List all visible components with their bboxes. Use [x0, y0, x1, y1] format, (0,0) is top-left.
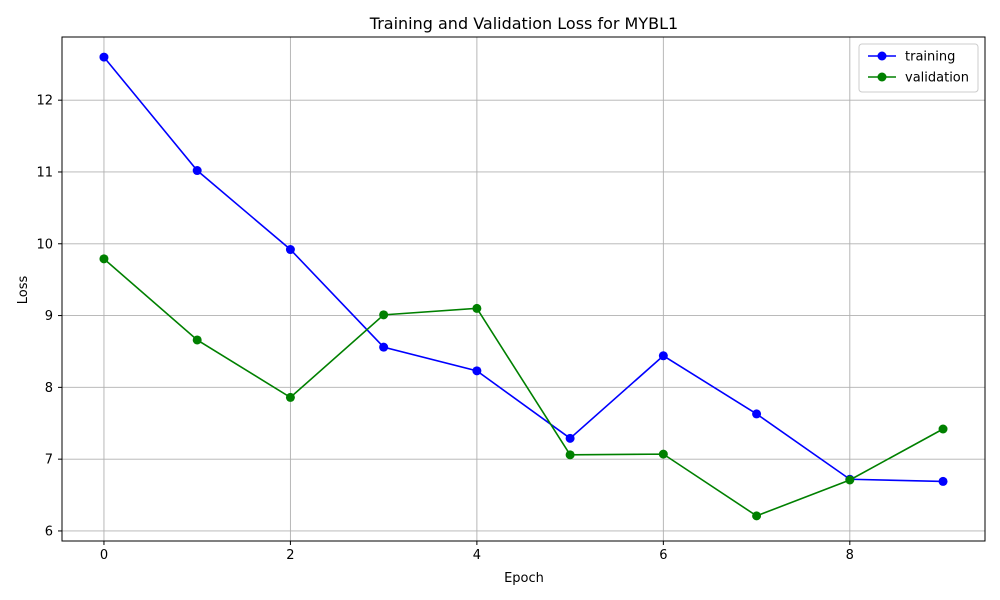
- y-axis-label: Loss: [16, 276, 31, 305]
- x-tick-label: 4: [473, 548, 481, 563]
- data-point-training: [658, 351, 668, 361]
- legend-marker-validation: [877, 72, 887, 82]
- legend-label-training: training: [905, 50, 955, 65]
- data-point-validation: [285, 392, 295, 402]
- data-point-training: [379, 342, 389, 352]
- grid: [62, 37, 985, 541]
- data-point-validation: [99, 254, 109, 264]
- data-point-validation: [845, 475, 855, 485]
- x-tick-label: 8: [846, 548, 854, 563]
- plot-series: [99, 52, 948, 521]
- series-line-training: [103, 56, 944, 483]
- data-point-training: [752, 409, 762, 419]
- x-tick-label: 2: [286, 548, 294, 563]
- data-point-training: [472, 366, 482, 376]
- data-point-training: [192, 166, 202, 176]
- y-tick-label: 12: [36, 94, 53, 109]
- y-tick-label: 6: [45, 524, 53, 539]
- data-point-training: [565, 433, 575, 443]
- plot-frame: [61, 36, 986, 542]
- data-point-validation: [938, 424, 948, 434]
- data-point-validation: [192, 335, 202, 345]
- x-tick-label: 0: [100, 548, 108, 563]
- data-point-training: [285, 245, 295, 255]
- y-tick-label: 8: [45, 381, 53, 396]
- y-tick-label: 11: [36, 165, 53, 180]
- axis-ticks: 0 2 4 6 8 6 7 8 9 10 11 12: [36, 94, 854, 563]
- data-point-validation: [379, 310, 389, 320]
- y-tick-label: 10: [36, 237, 53, 252]
- data-point-validation: [565, 450, 575, 460]
- data-point-training: [99, 52, 109, 62]
- data-point-training: [938, 476, 948, 486]
- chart-title: Training and Validation Loss for MYBL1: [369, 14, 678, 33]
- legend-marker-training: [877, 51, 887, 61]
- y-tick-label: 7: [45, 453, 53, 468]
- data-point-validation: [752, 511, 762, 521]
- series-line-validation: [103, 258, 944, 517]
- y-tick-label: 9: [45, 309, 53, 324]
- x-tick-label: 6: [659, 548, 667, 563]
- data-point-validation: [472, 303, 482, 313]
- legend: training validation: [858, 43, 979, 93]
- legend-label-validation: validation: [905, 71, 969, 86]
- x-axis-label: Epoch: [504, 571, 544, 586]
- data-point-validation: [658, 449, 668, 459]
